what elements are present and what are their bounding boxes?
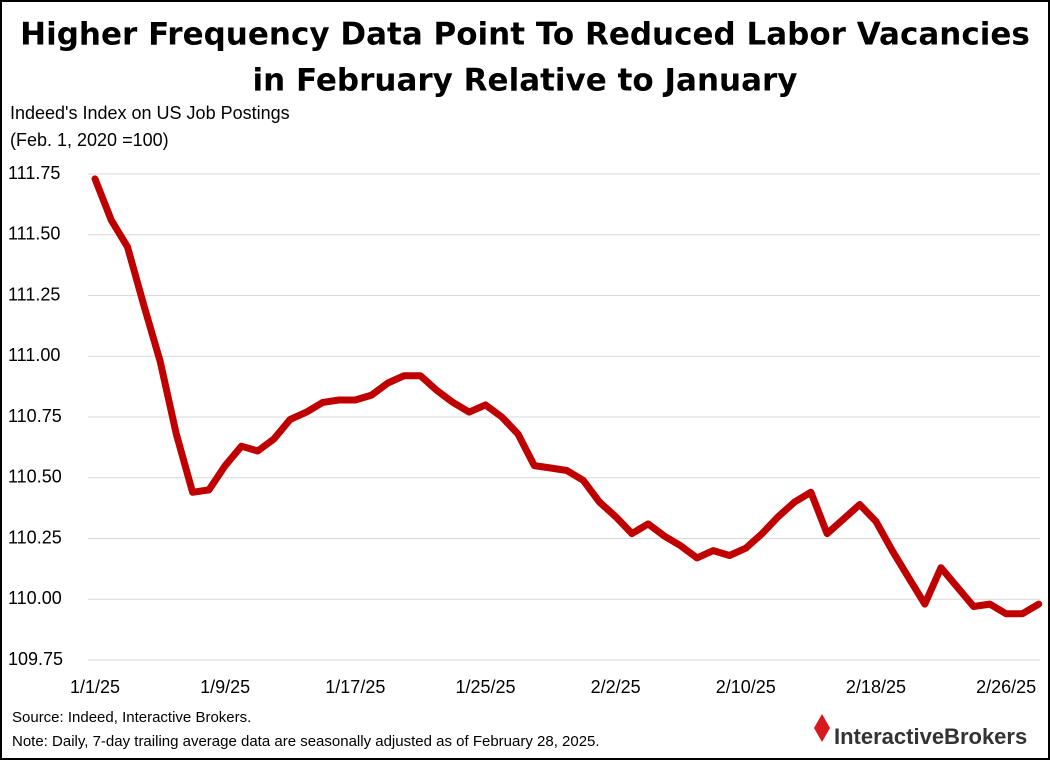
x-tick-label: 1/1/25 xyxy=(70,677,120,697)
y-tick-label: 110.50 xyxy=(8,467,62,487)
y-tick-label: 111.25 xyxy=(8,284,60,304)
x-tick-label: 2/10/25 xyxy=(716,677,776,697)
y-axis-label: Indeed's Index on US Job Postings xyxy=(10,103,290,123)
logo: InteractiveBrokers xyxy=(834,724,1027,749)
y-tick-label: 111.00 xyxy=(8,345,60,365)
note: Note: Daily, 7-day trailing average data… xyxy=(12,733,600,750)
x-tick-label: 2/18/25 xyxy=(846,677,906,697)
chart-title: Higher Frequency Data Point To Reduced L… xyxy=(20,17,1030,53)
y-tick-label: 110.75 xyxy=(8,406,62,426)
x-tick-label: 1/17/25 xyxy=(325,677,385,697)
y-tick-label: 110.00 xyxy=(8,588,62,608)
y-tick-label: 111.75 xyxy=(8,163,60,183)
x-tick-label: 2/2/25 xyxy=(591,677,641,697)
y-tick-label: 110.25 xyxy=(8,527,62,547)
y-tick-label: 111.50 xyxy=(8,224,60,244)
data-line xyxy=(91,175,1043,618)
x-tick-label: 1/25/25 xyxy=(455,677,515,697)
source: Source: Indeed, Interactive Brokers. xyxy=(12,709,251,726)
y-tick-label: 109.75 xyxy=(8,649,63,669)
x-tick-label: 1/9/25 xyxy=(200,677,250,697)
chart-title: in February Relative to January xyxy=(252,63,797,99)
x-tick-label: 2/26/25 xyxy=(976,677,1036,697)
y-axis-label: (Feb. 1, 2020 =100) xyxy=(10,130,169,150)
logo-icon xyxy=(814,714,830,742)
